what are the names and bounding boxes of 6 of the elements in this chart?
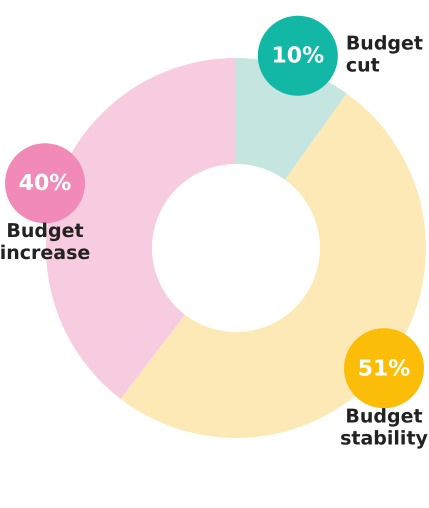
slice-label: Budget stability <box>340 405 429 450</box>
data-label: 40% <box>18 171 72 196</box>
data-label: 51% <box>358 356 410 382</box>
data-label: 10% <box>271 44 324 69</box>
slice-label: Budget increase <box>0 220 90 264</box>
slice-label: Budget cut <box>346 32 424 77</box>
